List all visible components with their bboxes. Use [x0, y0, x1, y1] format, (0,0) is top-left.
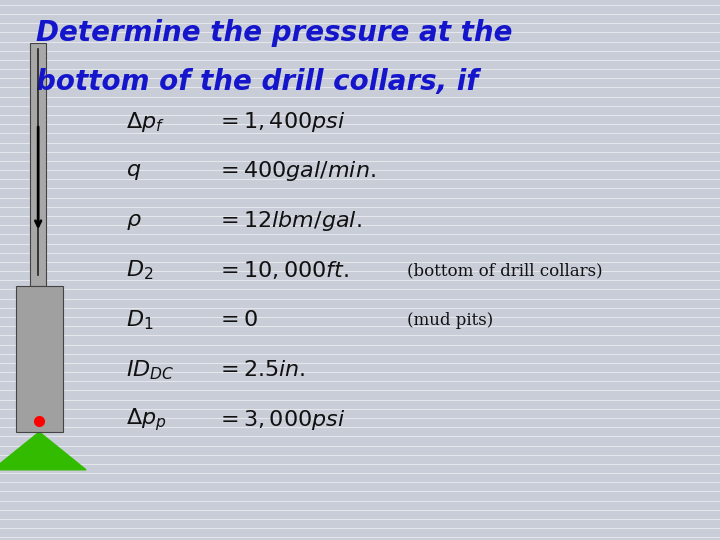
Text: $= 2.5  in.$: $= 2.5 in.$	[216, 359, 305, 381]
Text: bottom of the drill collars, if: bottom of the drill collars, if	[36, 68, 478, 96]
Text: $D_1$: $D_1$	[126, 308, 153, 332]
Text: $q$: $q$	[126, 160, 141, 182]
Text: (mud pits): (mud pits)	[407, 312, 493, 329]
Text: (bottom of drill collars): (bottom of drill collars)	[407, 262, 603, 279]
Text: $= 1,400  psi$: $= 1,400 psi$	[216, 110, 345, 133]
Text: $\Delta p_p$: $\Delta p_p$	[126, 406, 166, 433]
Bar	[16, 286, 63, 432]
Text: $\Delta p_f$: $\Delta p_f$	[126, 110, 165, 133]
Polygon shape	[0, 432, 86, 470]
Text: $= 12  lbm/gal.$: $= 12 lbm/gal.$	[216, 209, 361, 233]
Text: $= 3,000  psi$: $= 3,000 psi$	[216, 408, 345, 431]
Text: $\rho$: $\rho$	[126, 210, 142, 232]
Bar	[30, 43, 46, 286]
Text: $D_2$: $D_2$	[126, 259, 153, 282]
Text: $= 10,000  ft.$: $= 10,000 ft.$	[216, 260, 348, 281]
Text: Determine the pressure at the: Determine the pressure at the	[36, 19, 513, 47]
Text: $= 400  gal/min.$: $= 400 gal/min.$	[216, 159, 376, 183]
Text: $ID_{DC}$: $ID_{DC}$	[126, 358, 174, 382]
Text: $= 0$: $= 0$	[216, 309, 258, 331]
